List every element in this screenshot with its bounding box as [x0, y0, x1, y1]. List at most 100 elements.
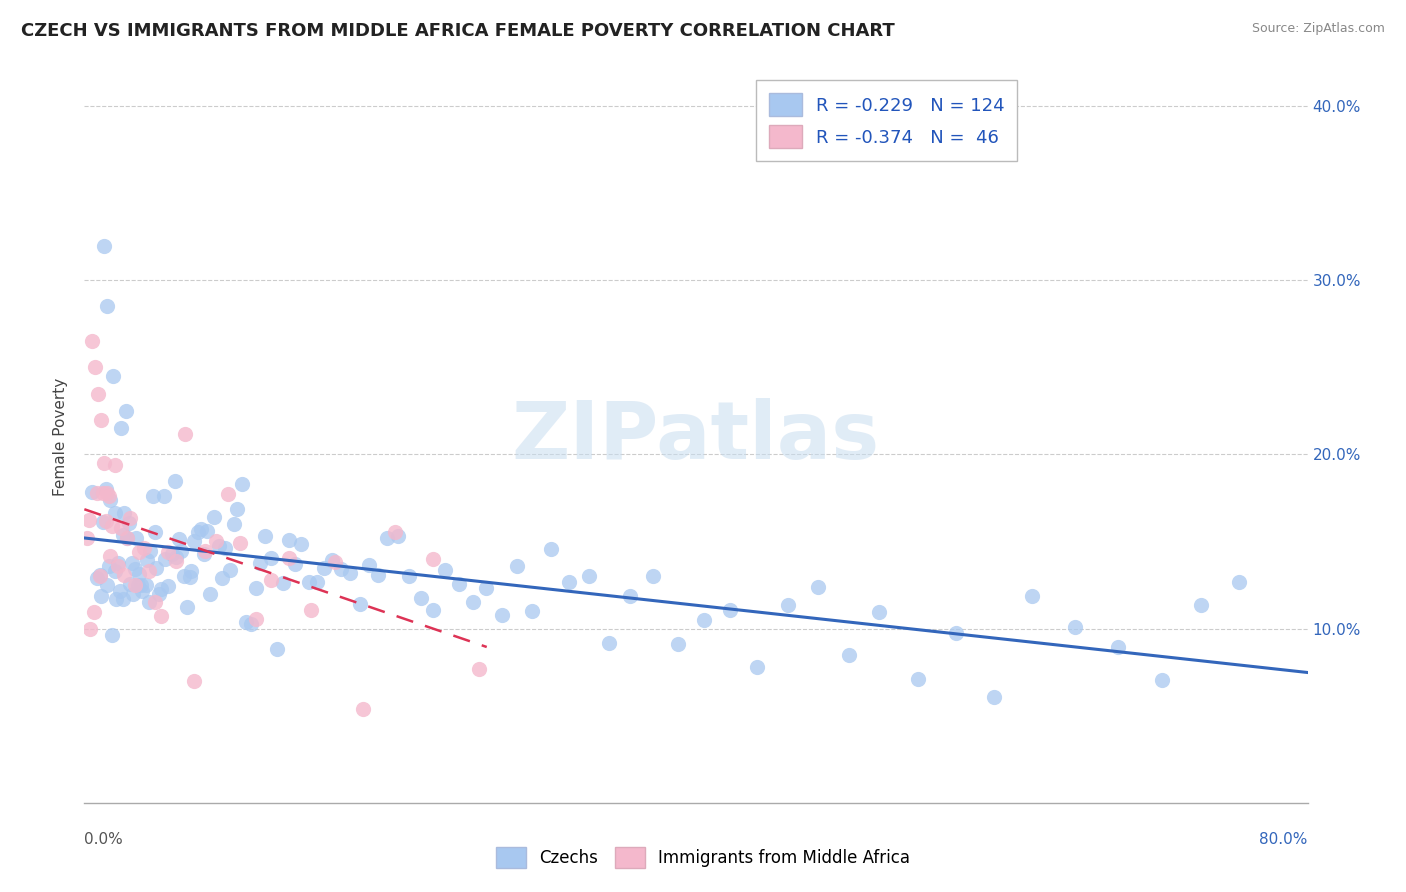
Point	[245, 611, 267, 625]
Point	[180, 565, 202, 579]
Point	[76, 531, 98, 545]
Point	[148, 587, 170, 601]
Point	[198, 587, 221, 601]
Point	[98, 549, 121, 563]
Point	[105, 591, 128, 606]
Point	[278, 550, 301, 565]
Point	[120, 511, 142, 525]
Text: 80.0%: 80.0%	[1260, 832, 1308, 847]
Text: CZECH VS IMMIGRANTS FROM MIDDLE AFRICA FEMALE POVERTY CORRELATION CHART: CZECH VS IMMIGRANTS FROM MIDDLE AFRICA F…	[21, 22, 894, 40]
Point	[107, 557, 129, 571]
Point	[104, 458, 127, 472]
Point	[91, 515, 114, 529]
Point	[367, 568, 389, 582]
Point	[104, 564, 127, 578]
Point	[330, 562, 353, 576]
Point	[305, 575, 328, 590]
Point	[422, 552, 444, 566]
Point	[114, 404, 136, 418]
Point	[170, 544, 193, 558]
Point	[598, 636, 620, 650]
Text: Source: ZipAtlas.com: Source: ZipAtlas.com	[1251, 22, 1385, 36]
Point	[131, 584, 153, 599]
Point	[1227, 574, 1250, 589]
Point	[101, 519, 124, 533]
Point	[506, 558, 529, 573]
Point	[115, 532, 138, 546]
Text: ZIPatlas: ZIPatlas	[512, 398, 880, 476]
Point	[205, 534, 228, 549]
Point	[1189, 598, 1212, 612]
Point	[103, 369, 125, 384]
Point	[142, 489, 165, 503]
Point	[194, 544, 217, 558]
Point	[558, 574, 581, 589]
Point	[235, 615, 257, 629]
Point	[253, 529, 276, 543]
Point	[349, 597, 371, 611]
Point	[165, 554, 187, 568]
Point	[202, 510, 225, 524]
Point	[89, 569, 111, 583]
Point	[80, 334, 103, 349]
Point	[357, 558, 380, 572]
Point	[138, 595, 160, 609]
Legend: Czechs, Immigrants from Middle Africa: Czechs, Immigrants from Middle Africa	[489, 840, 917, 875]
Point	[94, 482, 117, 496]
Y-axis label: Female Poverty: Female Poverty	[53, 378, 69, 496]
Point	[110, 421, 132, 435]
Point	[97, 489, 120, 503]
Point	[84, 360, 107, 375]
Point	[96, 485, 118, 500]
Point	[121, 556, 143, 570]
Point	[138, 564, 160, 578]
Point	[666, 636, 689, 650]
Point	[86, 486, 108, 500]
Point	[128, 566, 150, 581]
Point	[211, 570, 233, 584]
Point	[160, 547, 183, 561]
Point	[115, 532, 138, 546]
Point	[1107, 640, 1129, 655]
Point	[190, 522, 212, 536]
Point	[89, 568, 111, 582]
Point	[447, 577, 470, 591]
Point	[104, 506, 127, 520]
Point	[173, 569, 195, 583]
Point	[111, 528, 134, 542]
Point	[122, 587, 145, 601]
Point	[278, 533, 301, 548]
Point	[120, 577, 142, 591]
Point	[747, 659, 769, 673]
Point	[398, 568, 420, 582]
Point	[128, 545, 150, 559]
Point	[157, 545, 180, 559]
Point	[260, 573, 283, 587]
Point	[186, 524, 208, 539]
Point	[776, 598, 799, 612]
Point	[945, 626, 967, 640]
Point	[90, 590, 112, 604]
Point	[83, 605, 105, 619]
Point	[124, 577, 146, 591]
Point	[127, 578, 149, 592]
Point	[77, 513, 100, 527]
Point	[352, 702, 374, 716]
Point	[98, 493, 121, 508]
Point	[143, 524, 166, 539]
Point	[692, 613, 714, 627]
Point	[149, 582, 172, 597]
Point	[214, 541, 236, 555]
Point	[217, 487, 239, 501]
Point	[110, 521, 132, 535]
Point	[249, 557, 271, 571]
Point	[96, 578, 118, 592]
Point	[135, 578, 157, 592]
Point	[578, 569, 600, 583]
Point	[224, 516, 246, 531]
Point	[619, 589, 641, 603]
Point	[129, 578, 152, 592]
Legend: R = -0.229   N = 124, R = -0.374   N =  46: R = -0.229 N = 124, R = -0.374 N = 46	[756, 80, 1017, 161]
Point	[384, 524, 406, 539]
Point	[193, 547, 215, 561]
